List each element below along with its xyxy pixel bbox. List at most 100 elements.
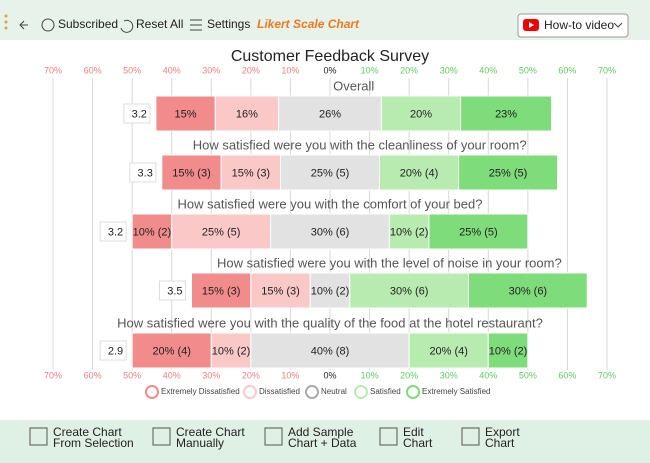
value-label: 40% (8) (311, 345, 350, 357)
score-box (99, 221, 127, 242)
footer-button-label[interactable]: Chart (403, 436, 433, 450)
bar-segment (388, 213, 430, 250)
x-tick-label: 50% (123, 370, 141, 380)
score-label: 2.9 (108, 345, 123, 357)
settings-icon (190, 19, 202, 31)
menu-dot (4, 26, 8, 30)
legend-label: Extremely Dissatisfied (161, 387, 240, 396)
how-to-label: How-to video (544, 18, 614, 32)
value-label: 15% (175, 108, 197, 120)
x-tick-label: 50% (123, 65, 141, 75)
footer-button-label[interactable]: Edit (403, 425, 424, 439)
bar-segment (280, 154, 380, 191)
dropdown-arrow (613, 22, 623, 28)
legend-icon (354, 385, 368, 399)
footer-button-label[interactable]: Create Chart (176, 425, 245, 439)
value-label: 16% (236, 108, 258, 120)
footer-button-label[interactable]: Chart + Data (288, 436, 357, 450)
x-tick-label: 20% (400, 370, 418, 380)
x-tick-label: 0% (323, 370, 336, 380)
footer-button-label[interactable]: Export (485, 425, 520, 439)
reset-button[interactable]: Reset All (136, 17, 183, 31)
bar-segment (468, 272, 588, 309)
x-tick-label: 60% (84, 65, 102, 75)
value-label: 10% (2) (133, 226, 172, 238)
back-icon[interactable] (19, 20, 28, 30)
x-tick-label: 40% (479, 65, 497, 75)
value-label: 20% (4) (152, 345, 191, 357)
score-label: 3.3 (138, 167, 153, 179)
x-tick-label: 0% (323, 65, 336, 75)
legend-icon (145, 385, 159, 399)
value-label: 25% (5) (202, 226, 241, 238)
value-label: 30% (6) (311, 226, 350, 238)
score-label: 3.2 (108, 226, 123, 238)
score-label: 3.2 (132, 108, 147, 120)
category-label: How satisfied were you with the quality … (117, 315, 543, 330)
legend-label: Extremely Satisfied (422, 387, 490, 396)
value-label: 10% (2) (390, 226, 429, 238)
bar-segment (250, 272, 311, 309)
bar-segment (131, 332, 212, 369)
x-tick-label: 10% (281, 370, 299, 380)
play-icon (529, 22, 534, 28)
x-tick-label: 10% (361, 370, 379, 380)
bar-segment (460, 95, 553, 132)
chart-name: Likert Scale Chart (257, 17, 360, 31)
category-label: Overall (333, 78, 374, 93)
score-box (159, 280, 186, 301)
bar-segment (278, 95, 382, 132)
bar-segment (155, 95, 216, 132)
bar-segment (210, 332, 252, 369)
x-tick-label: 20% (242, 65, 260, 75)
footer-button-label[interactable]: From Selection (53, 436, 134, 450)
value-label: 10% (2) (489, 345, 528, 357)
footer-button-label[interactable]: Add Sample (288, 425, 354, 439)
footer-button-label[interactable]: Manually (176, 436, 224, 450)
bar-segment (250, 332, 410, 369)
bar-segment (408, 332, 489, 369)
legend-label: Dissatisfied (259, 387, 300, 396)
footer-icon (264, 427, 283, 446)
value-label: 30% (6) (509, 285, 548, 297)
score-box (99, 340, 127, 361)
bar-segment (171, 213, 272, 250)
x-tick-label: 30% (440, 65, 458, 75)
bar-segment (191, 272, 252, 309)
bar-segment (161, 154, 222, 191)
footer-button-label[interactable]: Create Chart (53, 425, 122, 439)
footer-button-label[interactable]: Chart (485, 436, 515, 450)
value-label: 30% (6) (390, 285, 429, 297)
x-tick-label: 20% (242, 370, 260, 380)
footer-icon (152, 427, 171, 446)
settings-button[interactable]: Settings (207, 17, 250, 31)
x-tick-label: 20% (400, 65, 418, 75)
x-tick-label: 30% (440, 370, 458, 380)
bar-segment (220, 154, 282, 191)
score-box (123, 103, 151, 124)
x-tick-label: 40% (479, 370, 497, 380)
subscribed-button[interactable]: Subscribed (58, 17, 118, 31)
bar-segment (214, 95, 280, 132)
bar-segment (270, 213, 390, 250)
x-tick-label: 70% (44, 370, 62, 380)
value-label: 23% (495, 108, 517, 120)
x-tick-label: 40% (163, 370, 181, 380)
value-label: 26% (319, 108, 341, 120)
menu-dot (4, 14, 8, 18)
footer-icon (29, 427, 48, 446)
menu-dot (4, 20, 8, 24)
legend-icon (406, 385, 420, 399)
bar-segment (487, 332, 529, 369)
legend-label: Satisfied (370, 387, 401, 396)
x-tick-label: 60% (558, 370, 576, 380)
value-label: 15% (3) (232, 167, 271, 179)
chart-title: Customer Feedback Survey (231, 48, 429, 65)
value-label: 10% (2) (311, 285, 350, 297)
score-box (129, 162, 157, 183)
x-tick-label: 70% (598, 370, 616, 380)
how-to-button[interactable] (517, 13, 629, 38)
